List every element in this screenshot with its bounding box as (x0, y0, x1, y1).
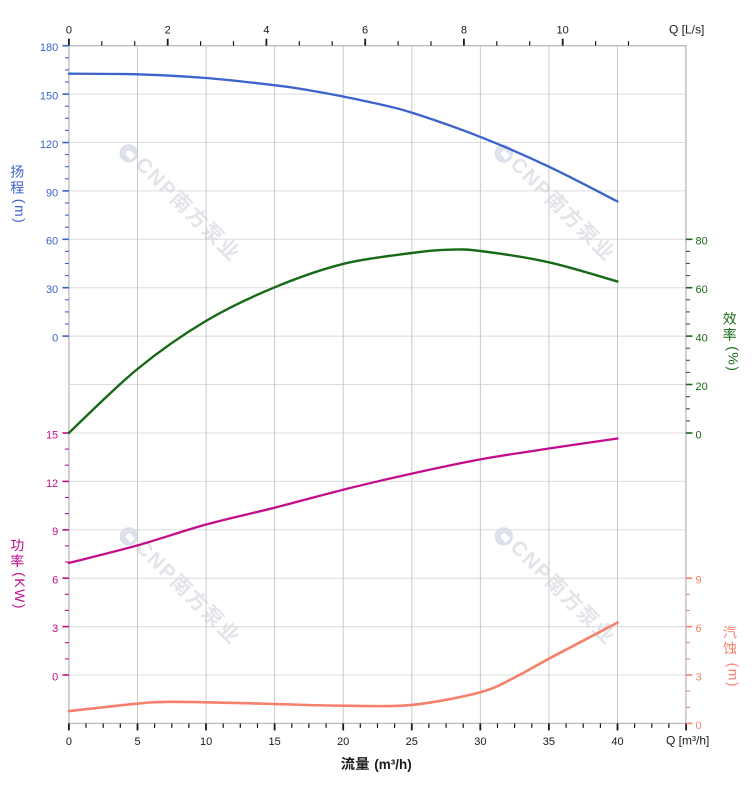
svg-text:9: 9 (52, 526, 58, 538)
svg-text:15: 15 (268, 736, 280, 748)
svg-text:6: 6 (52, 575, 58, 587)
svg-text:5: 5 (134, 736, 140, 748)
svg-text:90: 90 (46, 187, 58, 199)
svg-text:30: 30 (46, 284, 58, 296)
svg-text:180: 180 (40, 42, 58, 54)
svg-text:20: 20 (337, 736, 349, 748)
svg-text:10: 10 (556, 24, 568, 36)
svg-text:10: 10 (200, 736, 212, 748)
svg-text:20: 20 (696, 381, 708, 393)
svg-text:8: 8 (461, 24, 467, 36)
svg-text:6: 6 (362, 24, 368, 36)
svg-text:Q [m³/h]: Q [m³/h] (666, 734, 709, 748)
svg-text:60: 60 (696, 284, 708, 296)
svg-text:80: 80 (696, 236, 708, 248)
svg-text:3: 3 (52, 623, 58, 635)
svg-text:9: 9 (696, 575, 702, 587)
svg-text:(m): (m) (12, 199, 28, 225)
svg-text:60: 60 (46, 236, 58, 248)
svg-text:(m³/h): (m³/h) (374, 757, 412, 772)
svg-text:40: 40 (611, 736, 623, 748)
svg-text:12: 12 (46, 478, 58, 490)
svg-text:3: 3 (696, 671, 702, 683)
svg-text:(KW): (KW) (12, 572, 28, 610)
svg-text:4: 4 (263, 24, 269, 36)
svg-text:(%): (%) (726, 346, 742, 372)
svg-text:30: 30 (474, 736, 486, 748)
svg-text:0: 0 (66, 24, 72, 36)
svg-text:35: 35 (543, 736, 555, 748)
svg-text:0: 0 (66, 736, 72, 748)
svg-text:25: 25 (406, 736, 418, 748)
svg-text:0: 0 (696, 429, 702, 441)
svg-text:150: 150 (40, 91, 58, 103)
svg-text:0: 0 (52, 333, 58, 345)
svg-text:0: 0 (696, 720, 702, 732)
svg-text:0: 0 (52, 671, 58, 683)
svg-text:15: 15 (46, 429, 58, 441)
svg-text:(m): (m) (726, 663, 742, 689)
svg-text:Q [L/s]: Q [L/s] (669, 22, 704, 36)
svg-text:2: 2 (165, 24, 171, 36)
svg-text:6: 6 (696, 623, 702, 635)
svg-text:120: 120 (40, 139, 58, 151)
svg-text:40: 40 (696, 333, 708, 345)
